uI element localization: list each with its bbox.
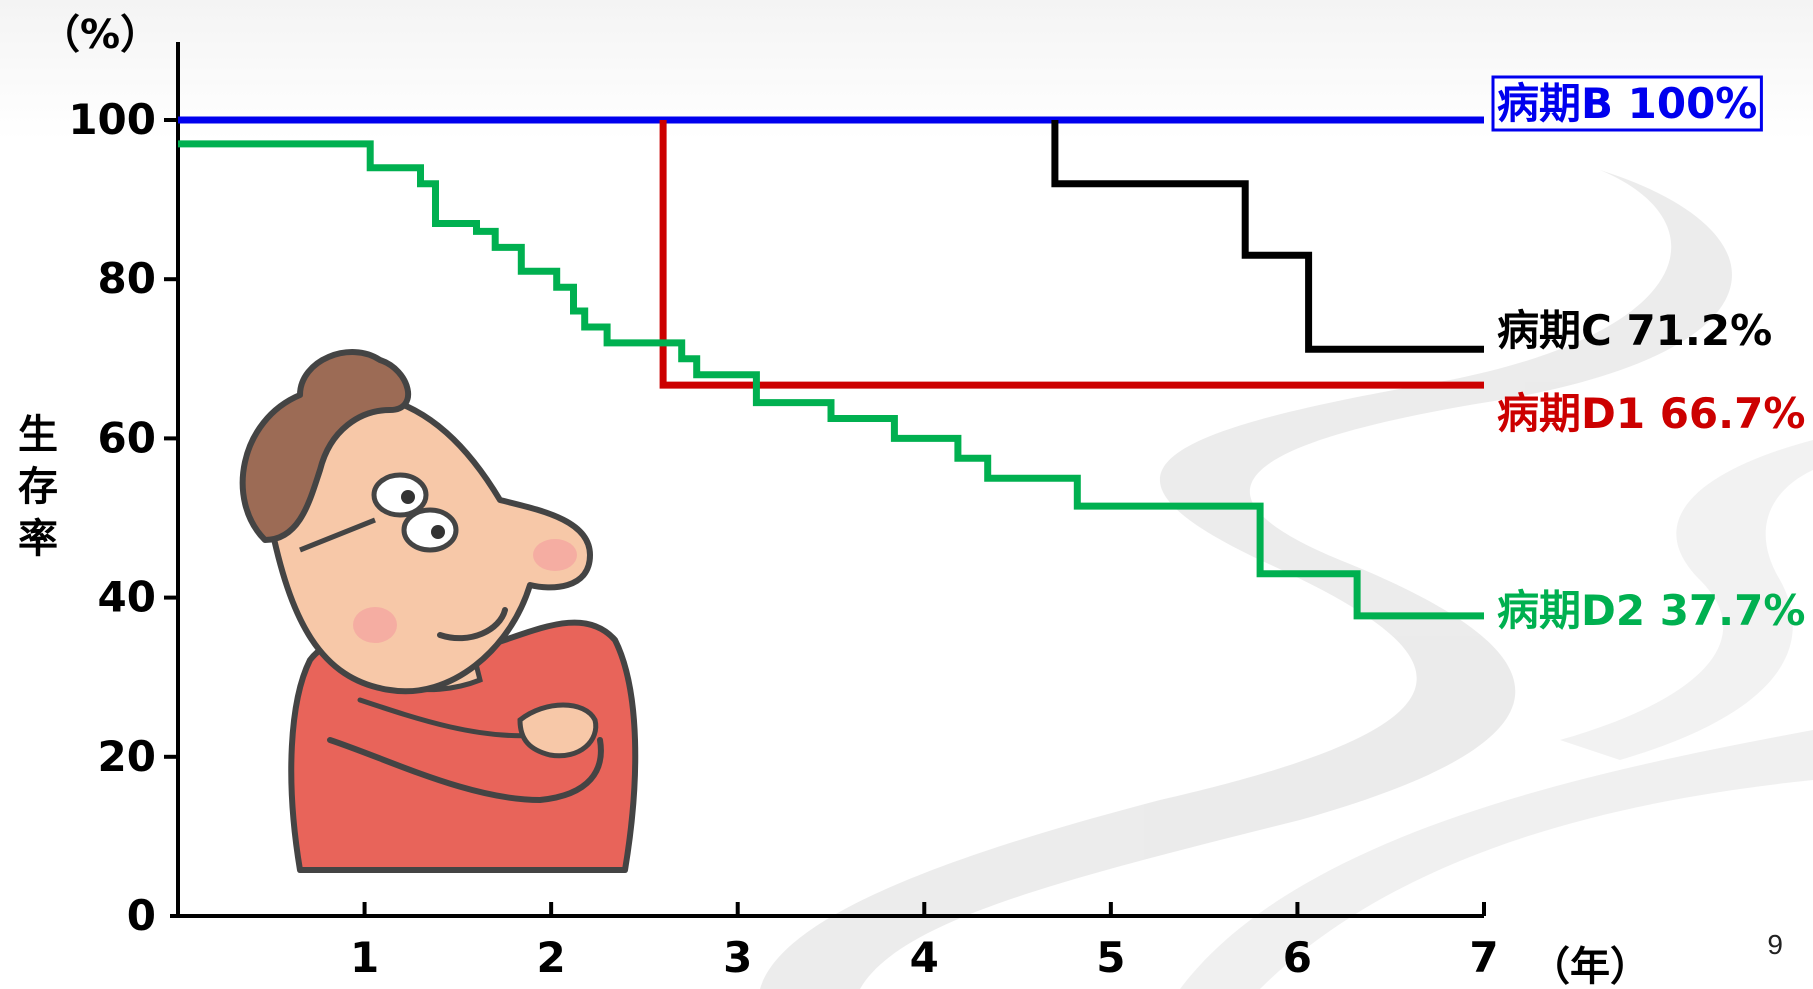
axes bbox=[170, 42, 1484, 918]
series-label: 病期C 71.2% bbox=[1497, 306, 1772, 355]
x-tick-label: 4 bbox=[910, 933, 939, 982]
series-labels: 病期B 100% 病期C 71.2% 病期D1 66.7% 病期D2 37.7% bbox=[1491, 75, 1805, 635]
page-number: 9 bbox=[1767, 929, 1783, 960]
y-tick-label: 20 bbox=[98, 732, 156, 781]
series-line bbox=[659, 120, 1484, 389]
x-tick-label: 1 bbox=[350, 933, 379, 982]
series-lines bbox=[178, 116, 1484, 620]
series-line bbox=[178, 140, 1484, 620]
background-swoosh-decoration bbox=[760, 170, 1813, 989]
y-axis-ticks: 0 20 40 60 80 100 bbox=[68, 95, 178, 940]
x-tick-label: 2 bbox=[537, 933, 566, 982]
y-tick-label: 40 bbox=[98, 573, 156, 622]
series-label: 病期D2 37.7% bbox=[1497, 586, 1805, 635]
y-tick-label: 80 bbox=[98, 254, 156, 303]
y-tick-label: 60 bbox=[98, 413, 156, 462]
series-label: 病期D1 66.7% bbox=[1497, 389, 1805, 438]
x-tick-label: 7 bbox=[1469, 933, 1498, 982]
x-axis-ticks: 1 2 3 4 5 6 7 bbox=[350, 902, 1499, 982]
y-tick-label: 100 bbox=[68, 95, 156, 144]
series-label: 病期B 100% bbox=[1497, 79, 1757, 128]
y-unit-label: （%） bbox=[40, 12, 160, 58]
x-tick-label: 3 bbox=[723, 933, 752, 982]
x-tick-label: 6 bbox=[1283, 933, 1312, 982]
y-axis-title: 生存率 bbox=[18, 412, 58, 562]
x-unit-label: （年） bbox=[1530, 944, 1650, 989]
x-tick-label: 5 bbox=[1096, 933, 1125, 982]
series-line bbox=[1051, 120, 1484, 353]
y-tick-label: 0 bbox=[127, 891, 156, 940]
series-label-box bbox=[1491, 75, 1763, 132]
cartoon-thinking-man-image bbox=[239, 349, 639, 873]
